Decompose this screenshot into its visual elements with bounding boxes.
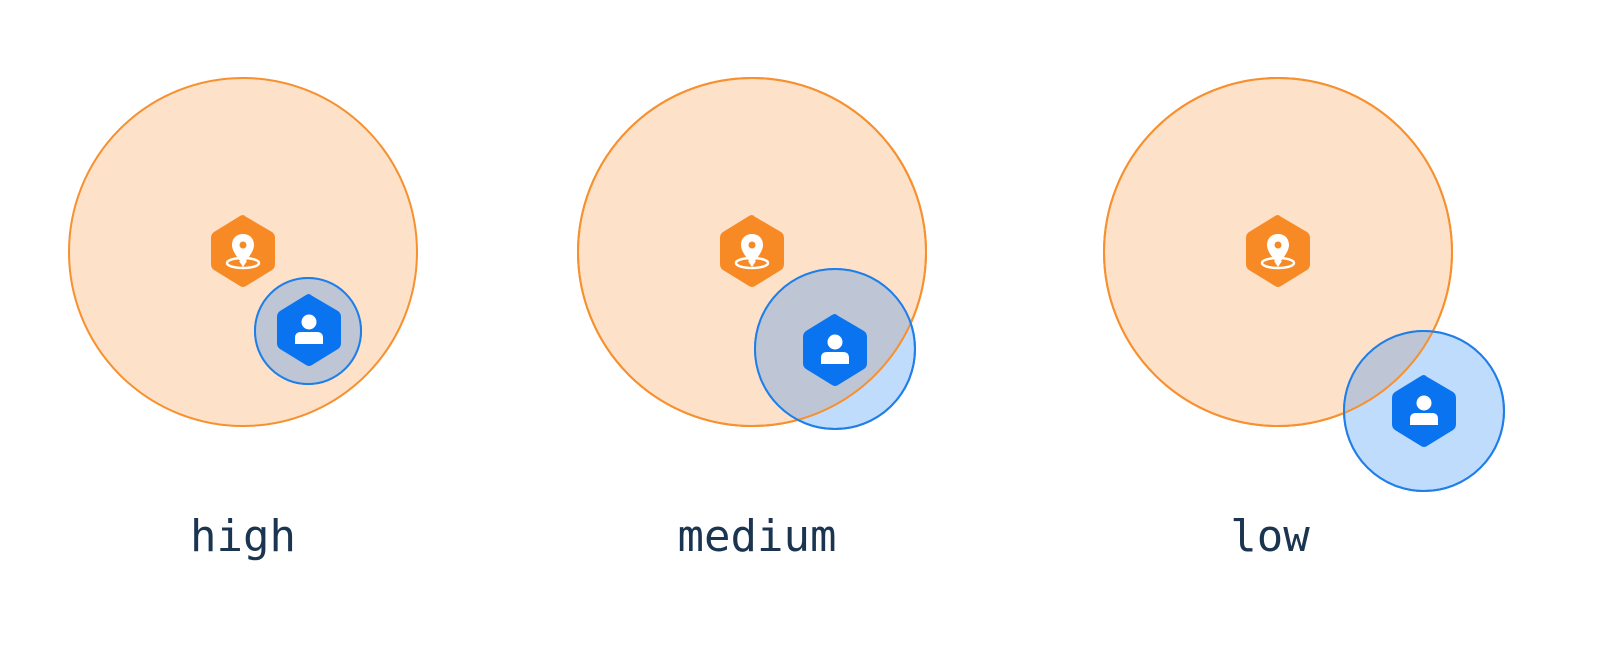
location-pin-icon bbox=[211, 215, 275, 287]
user-radius-outline bbox=[254, 277, 362, 385]
panel-high bbox=[68, 77, 418, 427]
confidence-label-high: high bbox=[190, 511, 296, 562]
panel-medium bbox=[577, 77, 927, 430]
confidence-label-medium: medium bbox=[677, 511, 837, 562]
user-radius-outline bbox=[754, 268, 916, 430]
location-radius-outline bbox=[1103, 77, 1453, 427]
user-icon bbox=[1392, 375, 1456, 447]
user-radius-outline bbox=[1343, 330, 1505, 492]
panel-low bbox=[1103, 77, 1505, 492]
location-radius-outline bbox=[577, 77, 927, 427]
confidence-label-low: low bbox=[1230, 511, 1310, 562]
location-pin-icon bbox=[1246, 215, 1310, 287]
user-icon bbox=[277, 294, 341, 366]
location-pin-icon bbox=[720, 215, 784, 287]
user-icon bbox=[803, 314, 867, 386]
